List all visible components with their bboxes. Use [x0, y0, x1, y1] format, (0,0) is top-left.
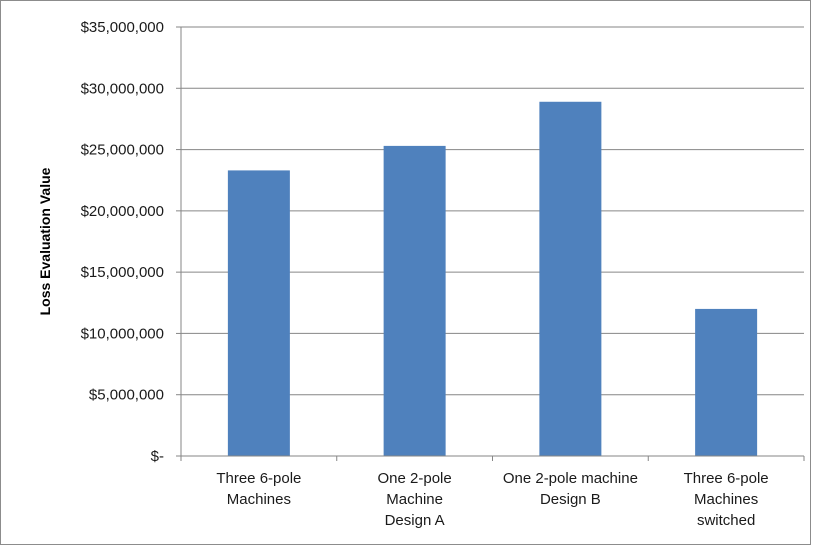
y-tick-label: $5,000,000 [89, 387, 164, 404]
bar [695, 308, 758, 456]
x-tick-label-line: Machines [694, 491, 758, 508]
axes [180, 27, 804, 457]
y-tick-labels: $- $5,000,000 $10,000,000 $15,000,000 $20,00… [81, 19, 164, 465]
x-tick-label: One 2-pole machine Design B [503, 470, 638, 508]
y-axis-title: Loss Evaluation Value [37, 167, 53, 315]
x-tick-label-line: Machines [227, 491, 291, 508]
x-tick-label-line: One 2-pole machine [503, 470, 638, 487]
y-tick-label: $25,000,000 [81, 142, 164, 159]
x-tick-label-line: switched [697, 512, 755, 529]
y-tick-label: $- [151, 448, 164, 465]
x-tick-label-line: Machine [386, 491, 443, 508]
x-tick-label: Three 6-pole Machines switched [684, 470, 769, 529]
bar [227, 170, 290, 456]
y-tick-label: $10,000,000 [81, 325, 164, 342]
y-tick-label: $30,000,000 [81, 80, 164, 97]
y-tick-label: $35,000,000 [81, 19, 164, 36]
x-tick-label: Three 6-pole Machines [216, 470, 301, 508]
bars [227, 101, 758, 457]
x-tick-label: One 2-pole Machine Design A [378, 470, 452, 529]
x-tick-label-line: Design B [540, 491, 601, 508]
x-tick-labels: Three 6-pole Machines One 2-pole Machine Des… [216, 470, 768, 529]
x-tick-label-line: Design A [385, 512, 445, 529]
bar [383, 145, 446, 456]
x-tick-label-line: Three 6-pole [684, 470, 769, 487]
y-tick-label: $15,000,000 [81, 264, 164, 281]
x-tick-label-line: Three 6-pole [216, 470, 301, 487]
y-tick-label: $20,000,000 [81, 203, 164, 220]
bar [539, 101, 602, 457]
x-tick-label-line: One 2-pole [378, 470, 452, 487]
